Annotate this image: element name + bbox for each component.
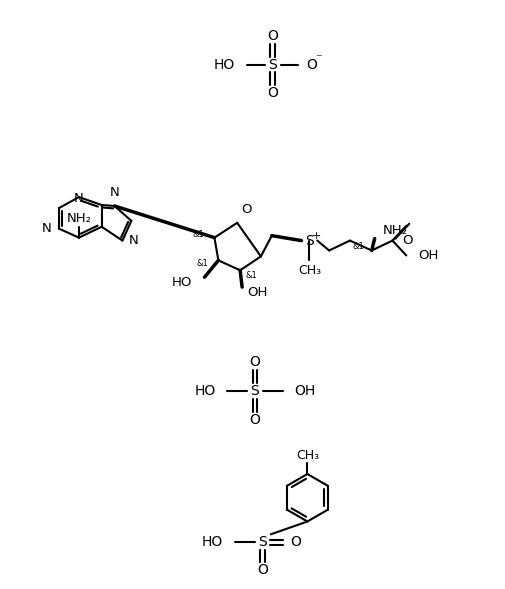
Text: N: N xyxy=(110,186,119,199)
Text: &1: &1 xyxy=(351,242,363,251)
Text: CH₃: CH₃ xyxy=(297,264,320,277)
Text: NH₂: NH₂ xyxy=(382,224,407,237)
Text: S: S xyxy=(250,384,259,398)
Text: N: N xyxy=(74,191,84,204)
Text: S: S xyxy=(268,58,277,71)
Text: O: O xyxy=(249,413,260,426)
Text: O: O xyxy=(257,563,268,577)
Text: CH₃: CH₃ xyxy=(295,449,318,462)
Text: O: O xyxy=(249,355,260,369)
Text: &1: &1 xyxy=(244,271,257,280)
Text: +: + xyxy=(311,231,320,241)
Text: S: S xyxy=(258,535,267,550)
Text: O: O xyxy=(290,535,301,550)
Text: HO: HO xyxy=(214,58,235,71)
Text: HO: HO xyxy=(194,384,215,398)
Text: HO: HO xyxy=(171,276,191,289)
Text: N: N xyxy=(41,222,51,235)
Text: O: O xyxy=(401,234,412,247)
Text: ⁻: ⁻ xyxy=(315,52,321,65)
Text: O: O xyxy=(267,29,278,43)
Text: O: O xyxy=(306,58,317,71)
Text: HO: HO xyxy=(201,535,223,550)
Text: N: N xyxy=(128,234,138,247)
Text: OH: OH xyxy=(246,286,267,299)
Text: OH: OH xyxy=(417,249,438,262)
Text: NH₂: NH₂ xyxy=(66,213,91,226)
Text: O: O xyxy=(267,86,278,100)
Text: O: O xyxy=(241,203,251,216)
Text: OH: OH xyxy=(294,384,315,398)
Text: &1: &1 xyxy=(192,230,204,239)
Text: S: S xyxy=(305,234,313,247)
Text: &1: &1 xyxy=(196,259,208,268)
